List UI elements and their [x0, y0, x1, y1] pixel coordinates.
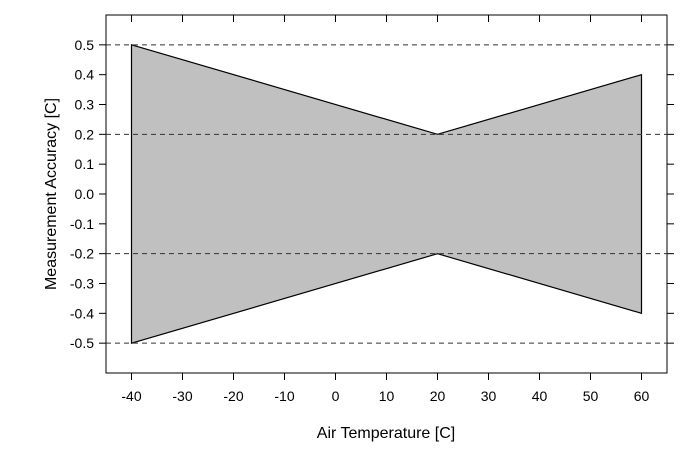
x-tick-label: -40	[121, 388, 141, 404]
x-tick-label: -20	[223, 388, 243, 404]
x-tick-label: -10	[274, 388, 294, 404]
y-tick-label: 0.0	[75, 186, 95, 202]
accuracy-band-area-0	[130, 43, 643, 345]
x-tick-label: 50	[583, 388, 599, 404]
x-tick-label: 20	[430, 388, 446, 404]
y-axis: 0.5 0.4 0.3 0.2 0.1 0.0 -0.1 -0.2 -0.3 -0.4 -0.5	[70, 37, 674, 351]
y-tick-label: -0.2	[70, 246, 94, 262]
x-axis: -40 -30 -20 -10 0 10 20 30 40 50 60	[121, 15, 649, 404]
y-tick-label: -0.3	[70, 276, 94, 292]
y-axis-label: Measurement Accuracy [C]	[43, 98, 60, 290]
accuracy-band	[130, 43, 643, 345]
x-axis-label: Air Temperature [C]	[317, 425, 455, 442]
y-tick-label: 0.3	[75, 97, 95, 113]
y-tick-label: 0.5	[75, 37, 95, 53]
x-tick-label: 10	[379, 388, 395, 404]
y-tick-label: -0.4	[70, 305, 94, 321]
y-tick-label: -0.5	[70, 335, 94, 351]
x-tick-label: 0	[332, 388, 340, 404]
x-tick-label: 40	[532, 388, 548, 404]
reference-lines	[106, 44, 667, 344]
y-tick-label: 0.4	[75, 67, 95, 83]
y-tick-label: -0.1	[70, 216, 94, 232]
y-tick-label: 0.2	[75, 126, 95, 142]
x-tick-label: -30	[172, 388, 192, 404]
y-tick-label: 0.1	[75, 156, 95, 172]
x-tick-label: 30	[481, 388, 497, 404]
x-tick-label: 60	[634, 388, 650, 404]
